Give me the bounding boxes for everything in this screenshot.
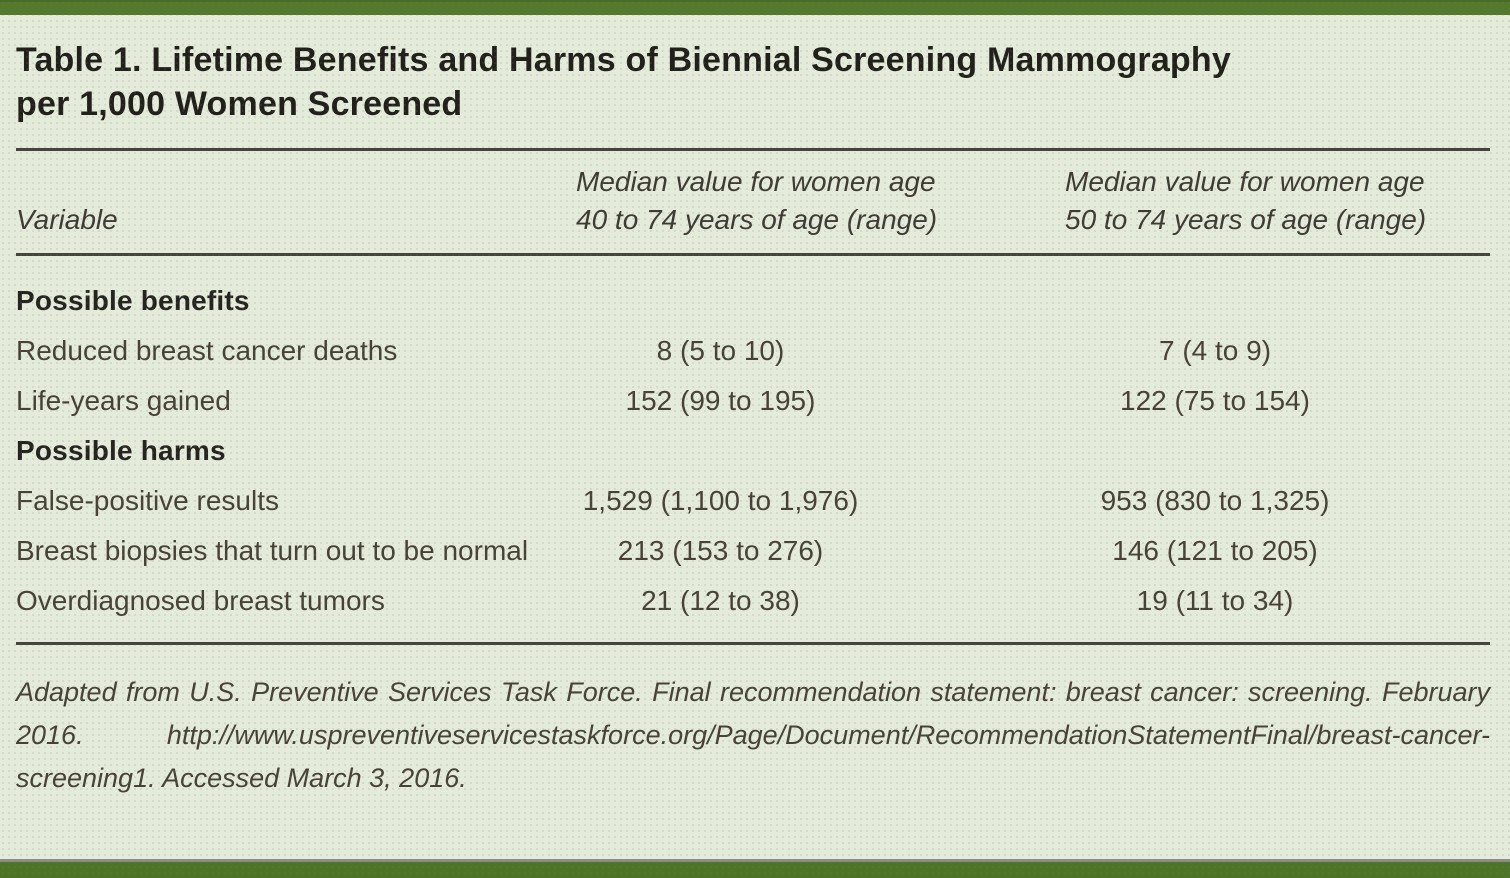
table-title: Table 1. Lifetime Benefits and Harms of … xyxy=(16,38,1490,126)
value-age-40-74: 1,529 (1,100 to 1,976) xyxy=(582,485,859,516)
value-age-40-74: 21 (12 to 38) xyxy=(641,585,800,616)
row-label: Reduced breast cancer deaths xyxy=(16,335,398,366)
section-header-possible-benefits: Possible benefits xyxy=(16,285,250,316)
column-header-variable-label: Variable xyxy=(16,204,118,235)
table-bottom-rule xyxy=(16,642,1490,645)
table-row-overdiagnosed-breast-tumors: Overdiagnosed breast tumors 21 (12 to 38… xyxy=(16,576,1490,626)
header-top-rule xyxy=(16,148,1490,151)
bottom-gray-line xyxy=(0,859,1510,862)
row-label: Breast biopsies that turn out to be norm… xyxy=(16,535,529,566)
value-age-50-74: 19 (11 to 34) xyxy=(1136,585,1294,616)
table-row-breast-biopsies-normal: Breast biopsies that turn out to be norm… xyxy=(16,526,1490,576)
column-header-age-40-74: Median value for women age 40 to 74 year… xyxy=(576,163,1065,239)
value-age-40-74: 8 (5 to 10) xyxy=(656,335,785,366)
table-header-row: Variable Median value for women age 40 t… xyxy=(16,151,1490,253)
value-age-40-74: 213 (153 to 276) xyxy=(617,535,824,566)
bottom-green-bar xyxy=(0,862,1510,878)
section-row-possible-harms: Possible harms xyxy=(16,426,1490,476)
value-age-50-74: 122 (75 to 154) xyxy=(1120,385,1310,416)
table-body: Possible benefits Reduced breast cancer … xyxy=(16,256,1490,642)
header-bottom-rule xyxy=(16,253,1490,256)
column-header-variable: Variable xyxy=(16,201,576,239)
row-label: Overdiagnosed breast tumors xyxy=(16,585,385,616)
value-age-50-74: 953 (830 to 1,325) xyxy=(1100,485,1330,516)
table-title-line-2: per 1,000 Women Screened xyxy=(16,85,463,123)
row-label: False-positive results xyxy=(16,485,279,516)
table-footnote: Adapted from U.S. Preventive Services Ta… xyxy=(16,677,1490,793)
value-age-40-74: 152 (99 to 195) xyxy=(625,385,816,416)
table-row-life-years-gained: Life-years gained 152 (99 to 195) 122 (7… xyxy=(16,376,1490,426)
column-header-age-50-74-line-1: Median value for women age xyxy=(1065,166,1425,197)
column-header-age-50-74: Median value for women age 50 to 74 year… xyxy=(1065,163,1490,239)
column-header-age-40-74-line-1: Median value for women age xyxy=(576,166,936,197)
section-header-possible-harms: Possible harms xyxy=(16,435,226,466)
column-header-age-50-74-line-2: 50 to 74 years of age (range) xyxy=(1065,204,1427,235)
table-content: Table 1. Lifetime Benefits and Harms of … xyxy=(0,38,1510,800)
section-row-possible-benefits: Possible benefits xyxy=(16,276,1490,326)
table-title-line-1: Table 1. Lifetime Benefits and Harms of … xyxy=(16,41,1231,79)
column-header-age-40-74-line-2: 40 to 74 years of age (range) xyxy=(576,204,938,235)
row-label: Life-years gained xyxy=(16,385,231,416)
top-green-bar xyxy=(0,0,1510,15)
value-age-50-74: 146 (121 to 205) xyxy=(1112,535,1318,566)
table-row-false-positive-results: False-positive results 1,529 (1,100 to 1… xyxy=(16,476,1490,526)
value-age-50-74: 7 (4 to 9) xyxy=(1158,335,1272,366)
table-row-reduced-breast-cancer-deaths: Reduced breast cancer deaths 8 (5 to 10)… xyxy=(16,326,1490,376)
